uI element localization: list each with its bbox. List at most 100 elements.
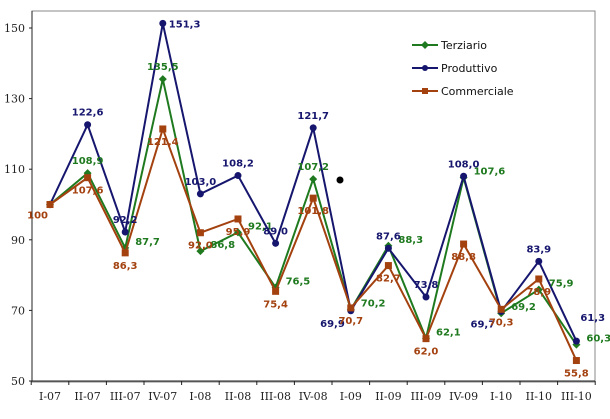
data-label: 121,4 <box>147 137 179 148</box>
data-point <box>460 172 468 180</box>
data-point <box>384 262 392 270</box>
data-label: 122,6 <box>72 108 104 119</box>
data-point <box>121 249 129 257</box>
data-label: 88,8 <box>451 252 476 263</box>
data-point <box>309 124 317 132</box>
data-label: 95,9 <box>226 227 251 238</box>
data-label: 101,8 <box>297 206 329 217</box>
data-point <box>422 335 430 343</box>
data-point <box>309 194 317 202</box>
data-point <box>309 175 318 184</box>
data-label: 70,2 <box>361 299 386 310</box>
x-tick-label: IV-09 <box>449 390 478 403</box>
data-label: 92,2 <box>113 215 138 226</box>
data-label: 107,6 <box>474 167 506 178</box>
data-label: 61,3 <box>580 313 605 324</box>
data-point <box>534 285 543 294</box>
x-tick-label: III-09 <box>411 390 442 403</box>
y-tick-label: 50 <box>11 375 25 388</box>
legend-label: Terziario <box>440 39 487 52</box>
legend-label: Commerciale <box>441 85 514 98</box>
legend-marker <box>421 41 429 49</box>
legend: Terziario Produttivo Commerciale <box>412 39 514 98</box>
data-point <box>384 244 392 252</box>
data-label: 92,1 <box>248 221 273 232</box>
data-label: 87,6 <box>376 231 401 242</box>
data-label: 69,7 <box>471 319 496 330</box>
data-label: 108,9 <box>72 156 104 167</box>
y-tick-label: 110 <box>4 163 25 176</box>
data-point <box>234 228 242 237</box>
x-tick-label: II-08 <box>225 390 251 403</box>
x-tick-label: III-08 <box>260 390 291 403</box>
x-tick-label: IV-08 <box>299 390 328 403</box>
data-point <box>272 239 280 247</box>
data-label: 151,3 <box>169 19 201 30</box>
data-label: 100 <box>27 211 48 222</box>
data-label: 73,8 <box>414 280 439 291</box>
data-label: 62,0 <box>414 347 439 358</box>
data-point <box>234 215 242 223</box>
x-tick-label: I-07 <box>39 390 61 403</box>
data-point <box>234 172 242 180</box>
stray-dot <box>336 176 344 184</box>
data-point <box>158 75 167 84</box>
data-point <box>121 228 129 236</box>
data-label: 88,3 <box>398 235 423 246</box>
data-label: 55,8 <box>564 369 589 380</box>
data-label: 87,7 <box>135 237 160 248</box>
data-label: 75,9 <box>549 279 574 290</box>
data-point <box>159 19 167 27</box>
data-point <box>84 174 92 182</box>
data-point <box>572 357 580 365</box>
data-point <box>535 257 543 265</box>
data-label: 108,2 <box>222 159 254 170</box>
data-point <box>272 287 280 295</box>
data-point <box>159 125 167 133</box>
data-label: 89,0 <box>263 226 288 237</box>
data-label: 108,0 <box>448 159 480 170</box>
data-label: 78,9 <box>526 287 551 298</box>
data-label: 75,4 <box>263 299 288 310</box>
data-label: 62,1 <box>436 327 461 338</box>
x-tick-label: I-09 <box>340 390 362 403</box>
y-tick-label: 70 <box>11 304 25 317</box>
data-label: 70,3 <box>489 317 514 328</box>
data-point <box>196 190 204 198</box>
x-tick-label: II-10 <box>526 390 552 403</box>
x-tick-label: I-10 <box>490 390 512 403</box>
data-point <box>196 247 205 256</box>
data-label: 60,3 <box>586 334 610 345</box>
data-label: 103,0 <box>185 177 217 188</box>
x-tick-label: II-09 <box>375 390 401 403</box>
data-label: 83,9 <box>526 244 551 255</box>
y-tick-label: 150 <box>4 22 25 35</box>
data-point <box>422 293 430 301</box>
data-label: 69,9 <box>320 319 345 330</box>
x-tick-label: IV-07 <box>148 390 177 403</box>
data-label: 69,2 <box>511 302 536 313</box>
data-label: 76,5 <box>286 276 311 287</box>
data-point <box>460 240 468 248</box>
x-tick-label: III-10 <box>561 390 592 403</box>
legend-marker <box>422 88 428 94</box>
data-point <box>497 305 505 313</box>
data-label: 121,7 <box>297 111 329 122</box>
data-label: 70,7 <box>338 316 363 327</box>
legend-label: Produttivo <box>441 62 498 75</box>
data-label: 135,5 <box>147 62 179 73</box>
data-label: 82,7 <box>376 274 401 285</box>
x-tick-label: III-07 <box>110 390 141 403</box>
y-tick-label: 130 <box>4 93 25 106</box>
data-label: 92,0 <box>188 241 213 252</box>
x-tick-label: II-07 <box>74 390 100 403</box>
data-point <box>535 275 543 283</box>
x-tick-label: I-08 <box>189 390 211 403</box>
data-point <box>84 121 92 129</box>
data-point <box>46 201 54 208</box>
data-label: 107,2 <box>297 162 329 173</box>
data-point <box>196 229 204 237</box>
data-point <box>347 304 355 312</box>
data-point <box>572 337 580 345</box>
